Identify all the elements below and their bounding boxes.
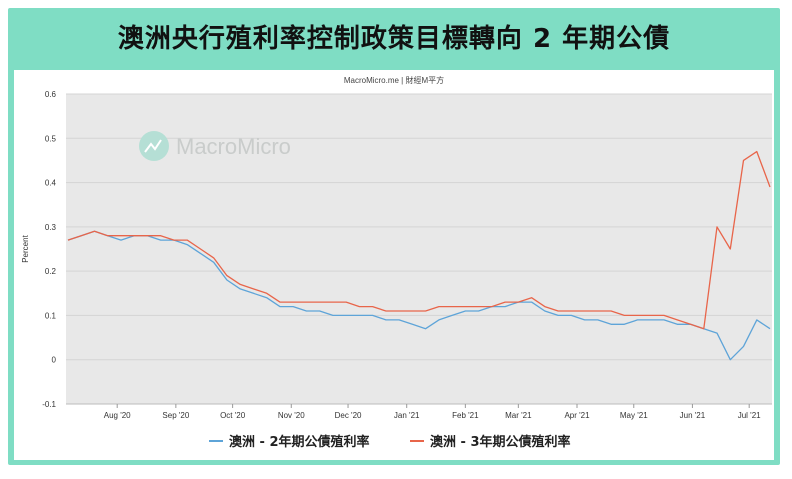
chart-source: MacroMicro.me | 財經M平方: [344, 75, 444, 85]
chart-frame: 澳洲央行殖利率控制政策目標轉向 2 年期公債 MacroMicro.me | 財…: [8, 8, 780, 465]
y-tick-label: 0.4: [45, 179, 57, 188]
chart-panel: MacroMicro.me | 財經M平方 MacroMicro 0.6 0.5 0…: [14, 70, 774, 460]
x-tick-label: Mar '21: [505, 411, 532, 420]
watermark-logo-icon: [139, 131, 169, 161]
x-tick-label: Jun '21: [680, 411, 706, 420]
y-tick-label: 0.1: [45, 311, 57, 320]
y-tick-label: 0.5: [45, 134, 57, 143]
x-tick-label: Aug '20: [104, 411, 131, 420]
x-tick-label: May '21: [620, 411, 648, 420]
series-line-2: [67, 150, 771, 330]
y-axis-label: Percent: [21, 234, 30, 262]
watermark-chart-icon: [144, 139, 162, 153]
x-tick-label: Feb '21: [452, 411, 479, 420]
y-tick-label: 0.3: [45, 223, 57, 232]
x-tick-label: Dec '20: [335, 411, 362, 420]
x-tick-label: Nov '20: [278, 411, 305, 420]
grid-lines: [66, 93, 772, 405]
x-axis: Aug '20 Sep '20 Oct '20 Nov '20 Dec '20 Jan '…: [66, 403, 772, 420]
series-lines: [67, 150, 771, 361]
watermark-text: MacroMicro: [176, 134, 291, 159]
x-tick-label: Oct '20: [220, 411, 246, 420]
chart-svg: MacroMicro.me | 財經M平方 MacroMicro 0.60.50…: [21, 75, 772, 450]
x-tick-label: Jul '21: [738, 411, 761, 420]
y-tick-label: 0.2: [45, 267, 57, 276]
x-tick-label: Jan '21: [394, 411, 420, 420]
legend-label: 澳洲 - 3年期公債殖利率: [430, 434, 571, 450]
y-axis: 0.6 0.5 0.4 0.3 0.2 0.1 0 -0.1: [42, 90, 56, 409]
plot-area: [66, 94, 772, 404]
watermark: MacroMicro: [139, 131, 291, 161]
chart-title: 澳洲央行殖利率控制政策目標轉向 2 年期公債: [117, 24, 671, 54]
series-line-1: [67, 230, 771, 361]
y-tick-label: 0.6: [45, 90, 57, 99]
y-tick-label: 0: [52, 356, 57, 365]
legend-label: 澳洲 - 2年期公債殖利率: [229, 434, 370, 450]
legend: 澳洲 - 2年期公債殖利率 澳洲 - 3年期公債殖利率: [209, 434, 571, 450]
x-tick-label: Apr '21: [564, 411, 590, 420]
x-tick-label: Sep '20: [162, 411, 189, 420]
y-tick-label: -0.1: [42, 400, 56, 409]
